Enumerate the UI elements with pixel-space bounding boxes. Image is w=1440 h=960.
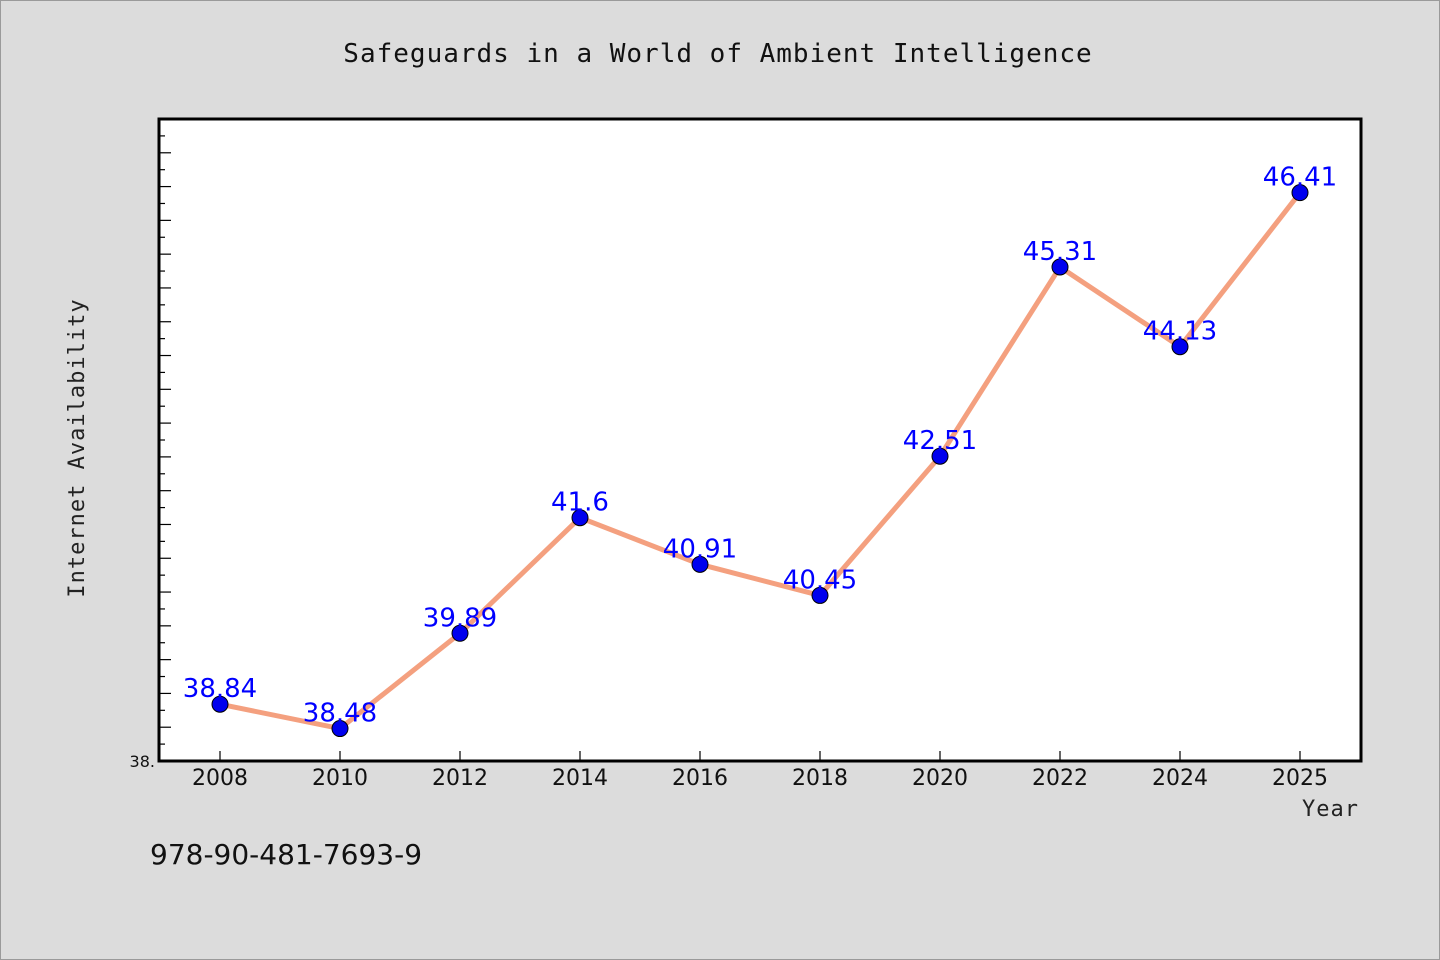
plot-area bbox=[157, 117, 1363, 763]
x-tick-label: 2020 bbox=[912, 766, 968, 791]
data-point bbox=[931, 447, 949, 465]
series-layer: 38.84 38.48 39.89 41.6 40.91 40.45 42.51 45.31 4… bbox=[183, 163, 1337, 738]
x-axis-label: Year bbox=[1302, 797, 1359, 822]
y-axis-label: Internet Availability bbox=[65, 298, 90, 597]
data-label: 44.13 bbox=[1143, 317, 1217, 347]
data-label: 45.31 bbox=[1023, 237, 1097, 267]
footer-code: 978-90-481-7693-9 bbox=[150, 838, 422, 871]
chart-title: Safeguards in a World of Ambient Intelli… bbox=[343, 39, 1092, 69]
y-tick-label: 38. bbox=[130, 752, 155, 771]
data-label: 42.51 bbox=[903, 426, 977, 456]
x-tick-label: 2010 bbox=[312, 766, 368, 791]
data-point bbox=[1051, 258, 1069, 276]
data-label: 38.84 bbox=[183, 674, 257, 704]
data-label: 46.41 bbox=[1263, 163, 1337, 193]
x-tick-label: 2014 bbox=[552, 766, 608, 791]
data-label: 40.45 bbox=[783, 565, 857, 595]
series-line bbox=[217, 190, 1303, 732]
x-tick-label: 2024 bbox=[1152, 766, 1208, 791]
data-point bbox=[451, 624, 469, 642]
x-axis-ticks: 2008 2010 2012 2014 2016 2018 2020 2022 2024 2025 bbox=[192, 751, 1328, 791]
data-label: 41.6 bbox=[551, 488, 609, 518]
x-tick-label: 2008 bbox=[192, 766, 248, 791]
x-tick-label: 2012 bbox=[432, 766, 488, 791]
data-point bbox=[1171, 338, 1189, 356]
data-point bbox=[691, 555, 709, 573]
x-tick-label: 2022 bbox=[1032, 766, 1088, 791]
data-label: 38.48 bbox=[303, 699, 377, 729]
data-label: 40.91 bbox=[663, 534, 737, 564]
data-point bbox=[331, 720, 349, 738]
data-label: 39.89 bbox=[423, 603, 497, 633]
x-tick-label: 2016 bbox=[672, 766, 728, 791]
data-point bbox=[811, 586, 829, 604]
x-tick-label: 2025 bbox=[1272, 766, 1328, 791]
data-point bbox=[211, 695, 229, 713]
data-point bbox=[1291, 184, 1309, 202]
data-point bbox=[571, 509, 589, 527]
x-tick-label: 2018 bbox=[792, 766, 848, 791]
y-axis-ticks: 38. bbox=[130, 118, 171, 771]
